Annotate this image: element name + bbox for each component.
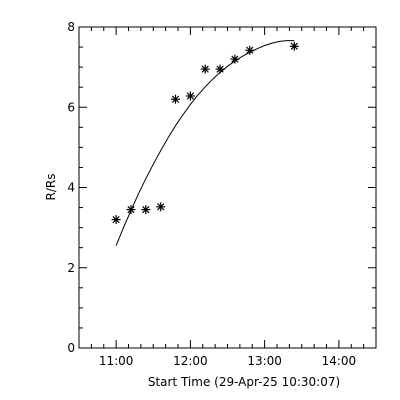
data-point-stroke — [171, 95, 180, 103]
data-point-stroke — [216, 65, 224, 73]
y-tick-label: 6 — [67, 100, 75, 114]
x-tick-label: 12:00 — [173, 354, 208, 368]
data-point — [156, 202, 166, 212]
fit-curve — [115, 40, 295, 246]
axis-ticks — [78, 26, 377, 349]
data-point — [185, 91, 195, 101]
data-point-stroke — [231, 55, 239, 63]
data-point-stroke — [290, 42, 298, 50]
data-point — [171, 94, 180, 104]
data-point — [126, 205, 136, 215]
data-point-stroke — [112, 215, 120, 224]
data-point — [200, 64, 210, 74]
data-markers — [111, 41, 299, 225]
x-axis-label: Start Time (29-Apr-25 10:30:07) — [148, 375, 340, 389]
data-point — [215, 64, 225, 74]
x-tick-label: 11:00 — [99, 354, 134, 368]
y-tick-label: 8 — [67, 20, 75, 34]
data-point — [289, 41, 299, 51]
y-axis-label: R/Rs — [44, 174, 58, 201]
data-point-stroke — [246, 46, 254, 54]
x-tick-label: 14:00 — [322, 354, 357, 368]
data-point — [230, 54, 240, 64]
y-tick-label: 4 — [67, 181, 75, 195]
data-point — [245, 45, 255, 55]
data-point-stroke — [157, 203, 165, 211]
data-point — [111, 215, 121, 225]
y-tick-label: 0 — [67, 341, 75, 355]
data-point-stroke — [127, 205, 135, 214]
data-point-stroke — [142, 205, 150, 214]
data-point-stroke — [201, 65, 209, 73]
tick-labels: 0 2 4 6 8 11:00 12:00 13:00 14:00 — [67, 20, 356, 368]
plot-frame — [78, 26, 377, 349]
data-point — [141, 205, 151, 215]
y-tick-label: 2 — [67, 261, 75, 275]
data-point-stroke — [186, 92, 195, 100]
x-tick-label: 13:00 — [247, 354, 282, 368]
